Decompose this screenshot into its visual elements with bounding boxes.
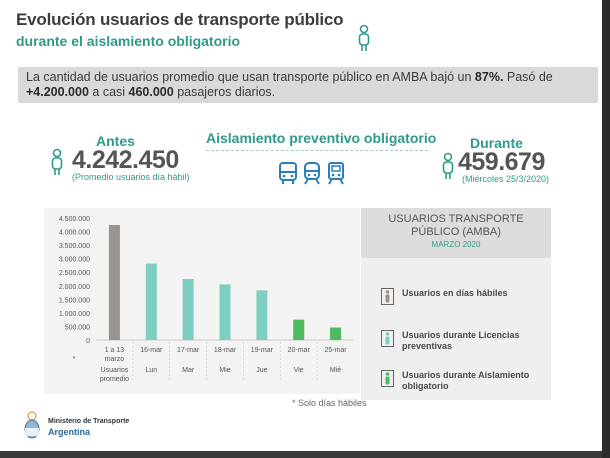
y-tick-label: 4.500.000 bbox=[59, 216, 90, 223]
durante-note: (Miércoles 25/3/2020) bbox=[462, 174, 550, 184]
bus-icon bbox=[279, 162, 297, 184]
page-subtitle: durante el aislamiento obligatorio bbox=[16, 33, 241, 49]
summary-text-2: Pasó de bbox=[503, 70, 553, 84]
bar-17-mar bbox=[182, 279, 194, 340]
legend-person-icon bbox=[381, 288, 394, 305]
legend-person-icon bbox=[381, 330, 394, 347]
right-border bbox=[602, 0, 610, 458]
x-sub-label: Mar bbox=[182, 367, 195, 374]
x-tick-label: 19-mar bbox=[251, 347, 274, 354]
y-tick-label: 4.000.000 bbox=[59, 230, 90, 237]
summary-pct: 87%. bbox=[474, 70, 504, 84]
durante-value: 459.679 bbox=[458, 148, 545, 176]
y-tick-label: 1.000.000 bbox=[59, 311, 90, 318]
bar-chart: 4.500.000 4.000.000 3.500.000 3.000.000 2.50… bbox=[59, 216, 354, 383]
x-tick-label: 20-mar bbox=[288, 347, 311, 354]
x-sub-label: Lun bbox=[145, 367, 157, 374]
summary-text-4: pasajeros diarios. bbox=[173, 85, 276, 99]
bar-20-mar bbox=[293, 319, 305, 340]
y-tick-label: 2.000.000 bbox=[59, 284, 90, 291]
person-icon bbox=[51, 148, 63, 175]
dashed-divider bbox=[206, 150, 428, 151]
summary-from: +4.200.000 bbox=[26, 85, 89, 99]
antes-value: 4.242.450 bbox=[72, 146, 179, 174]
y-tick-label: 0 bbox=[86, 338, 90, 345]
y-tick-label: 3.000.000 bbox=[59, 257, 90, 264]
page-title: Evolución usuarios de transporte público bbox=[16, 10, 344, 29]
x-tick-label: 1 a 13 bbox=[105, 347, 125, 354]
x-sub-label: Mie bbox=[219, 367, 230, 374]
y-tick-label: 3.500.000 bbox=[59, 243, 90, 250]
summary-box: La cantidad de usuarios promedio que usa… bbox=[18, 67, 598, 103]
x-tick-label: 18-mar bbox=[214, 347, 237, 354]
subway-icon bbox=[328, 162, 344, 185]
y-tick-label: 1.500.000 bbox=[59, 297, 90, 304]
vehicle-icons bbox=[278, 160, 348, 188]
bar-1 a 13 marzo bbox=[108, 224, 120, 340]
antes-label: Antes bbox=[96, 133, 135, 149]
country-name: Argentina bbox=[48, 427, 91, 437]
summary-to: 460.000 bbox=[128, 85, 174, 99]
coat-of-arms-logo bbox=[24, 411, 40, 439]
summary-text-1: La cantidad de usuarios promedio que usa… bbox=[26, 70, 475, 84]
summary-text-3: a casi bbox=[88, 85, 129, 99]
x-sub-label: Jue bbox=[256, 367, 267, 374]
bar-16-mar bbox=[145, 263, 157, 340]
asterisk-note: * bbox=[73, 356, 76, 363]
legend-label: Usuarios en días hábiles bbox=[402, 288, 508, 298]
bar-19-mar bbox=[256, 290, 268, 340]
chart-background bbox=[44, 208, 360, 394]
x-sub-label: Vie bbox=[294, 367, 304, 374]
x-tick-label: 25-mar bbox=[324, 347, 347, 354]
legend-item-aislamiento: Usuarios durante Aislamiento obligatorio bbox=[381, 370, 542, 392]
ministry-name: Ministerio de Transporte bbox=[48, 418, 130, 425]
legend-person-icon bbox=[381, 370, 394, 387]
y-tick-label: 2.500.000 bbox=[59, 270, 90, 277]
footnote: * Solo días hábiles bbox=[292, 398, 367, 408]
legend-item-licencias: Usuarios durante Licencias preventivas bbox=[381, 330, 542, 352]
legend-item-habiles: Usuarios en días hábiles bbox=[381, 288, 542, 305]
antes-note: (Promedio usuarios día hábil) bbox=[72, 172, 190, 182]
chart-panel-title: USUARIOS TRANSPORTE PÚBLICO (AMBA) MARZO… bbox=[361, 208, 551, 258]
train-icon bbox=[304, 162, 320, 185]
bar-25-mar bbox=[330, 327, 342, 340]
bar-18-mar bbox=[219, 284, 231, 340]
x-sub-label: Mié bbox=[330, 367, 341, 374]
bottom-border bbox=[0, 451, 610, 458]
legend-label: Usuarios durante Aislamiento obligatorio bbox=[402, 370, 530, 391]
legend-label: Usuarios durante Licencias preventivas bbox=[402, 330, 520, 351]
x-tick-label: 16-mar bbox=[140, 347, 163, 354]
aislamiento-label: Aislamiento preventivo obligatorio bbox=[206, 130, 437, 146]
person-icon bbox=[442, 152, 454, 179]
panel-title-line1: USUARIOS TRANSPORTE bbox=[388, 213, 524, 225]
person-icon bbox=[358, 24, 370, 51]
panel-title-line2: PÚBLICO (AMBA) bbox=[411, 226, 501, 238]
x-tick-label: 17-mar bbox=[177, 347, 200, 354]
panel-date: MARZO 2020 bbox=[431, 240, 481, 249]
x-tick-label-sub: marzo bbox=[105, 356, 125, 363]
durante-label: Durante bbox=[470, 135, 523, 151]
x-sub-label-2: promedio bbox=[100, 376, 129, 383]
x-sub-label: Usuarios bbox=[101, 367, 129, 374]
y-tick-label: 500.000 bbox=[65, 324, 90, 331]
chart-legend: Usuarios en días hábiles Usuarios durant… bbox=[361, 258, 551, 400]
